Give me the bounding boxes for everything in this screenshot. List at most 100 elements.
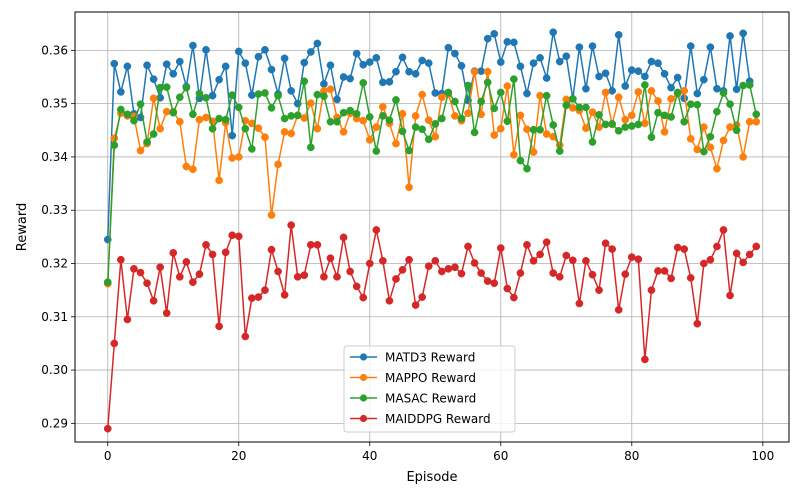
legend-label: MASAC Reward bbox=[385, 392, 476, 406]
data-point bbox=[234, 153, 243, 161]
data-point bbox=[752, 242, 761, 251]
data-point bbox=[621, 82, 630, 90]
data-point bbox=[627, 122, 636, 130]
data-point bbox=[503, 284, 512, 293]
data-point bbox=[523, 89, 531, 98]
data-point bbox=[713, 242, 721, 251]
legend-item: MAIDDPG Reward bbox=[350, 412, 491, 426]
data-point bbox=[641, 119, 649, 128]
data-point bbox=[588, 108, 597, 117]
data-point bbox=[359, 60, 368, 69]
data-point bbox=[424, 116, 433, 125]
legend-box bbox=[343, 345, 516, 433]
data-point bbox=[306, 99, 315, 107]
data-point bbox=[398, 53, 407, 62]
data-point bbox=[333, 117, 341, 126]
data-point bbox=[117, 88, 125, 96]
data-point bbox=[745, 117, 754, 126]
legend-label: MAIDDPG Reward bbox=[385, 412, 491, 426]
data-point bbox=[536, 250, 544, 259]
data-point bbox=[162, 309, 171, 317]
data-point bbox=[713, 84, 721, 93]
data-point bbox=[686, 100, 695, 109]
legend-item: MASAC Reward bbox=[350, 392, 476, 406]
data-point bbox=[300, 271, 309, 280]
data-point bbox=[667, 113, 675, 121]
data-point bbox=[208, 91, 217, 100]
data-point bbox=[477, 97, 485, 106]
data-point bbox=[451, 97, 459, 106]
data-point bbox=[752, 110, 761, 119]
data-point bbox=[582, 84, 590, 93]
data-point bbox=[732, 249, 741, 258]
data-point bbox=[431, 132, 440, 141]
y-tick-label: 0.32 bbox=[41, 256, 68, 270]
data-point bbox=[745, 81, 754, 89]
data-point bbox=[372, 147, 381, 155]
data-point bbox=[313, 124, 322, 133]
data-point bbox=[726, 100, 734, 109]
data-point bbox=[621, 270, 630, 279]
data-point bbox=[490, 29, 499, 38]
data-point bbox=[732, 85, 741, 94]
data-point bbox=[169, 248, 178, 257]
data-point bbox=[673, 88, 682, 97]
data-point bbox=[117, 105, 125, 114]
data-point bbox=[451, 112, 459, 120]
x-tick-label: 20 bbox=[231, 449, 246, 463]
series-line bbox=[107, 224, 757, 429]
data-point bbox=[287, 129, 296, 138]
data-point bbox=[483, 78, 492, 87]
data-point bbox=[339, 73, 348, 81]
data-point bbox=[418, 56, 427, 65]
data-point bbox=[306, 48, 315, 56]
data-point bbox=[136, 268, 145, 277]
y-axis-label: Reward bbox=[15, 203, 30, 251]
data-point bbox=[123, 315, 132, 324]
data-point bbox=[241, 332, 250, 341]
data-point bbox=[162, 60, 171, 69]
data-point bbox=[385, 296, 394, 305]
data-point bbox=[228, 91, 237, 99]
data-point bbox=[542, 91, 551, 100]
data-point bbox=[614, 306, 623, 314]
data-point bbox=[228, 231, 237, 240]
data-point bbox=[470, 128, 479, 137]
data-point bbox=[582, 256, 590, 265]
data-point bbox=[483, 67, 492, 76]
data-point bbox=[221, 62, 230, 71]
data-point bbox=[280, 114, 289, 123]
data-point bbox=[333, 272, 341, 281]
data-point bbox=[339, 128, 348, 136]
data-point bbox=[254, 90, 263, 98]
data-point bbox=[293, 272, 302, 281]
data-point bbox=[516, 269, 525, 277]
x-axis-ticks: 0 20 40 60 80 100 bbox=[104, 442, 774, 463]
data-point bbox=[103, 424, 112, 433]
data-point bbox=[726, 32, 734, 40]
data-point bbox=[693, 145, 702, 154]
data-point bbox=[405, 183, 413, 192]
data-point bbox=[175, 272, 184, 281]
data-point bbox=[261, 133, 269, 142]
data-point bbox=[483, 34, 492, 43]
data-point bbox=[529, 148, 538, 156]
data-point bbox=[123, 62, 132, 71]
data-point bbox=[221, 248, 230, 257]
data-point bbox=[313, 39, 322, 48]
data-point bbox=[110, 134, 119, 143]
data-point bbox=[621, 123, 630, 131]
data-point bbox=[673, 243, 682, 252]
data-point bbox=[326, 254, 335, 263]
data-point bbox=[162, 83, 171, 91]
x-tick-label: 100 bbox=[751, 449, 774, 463]
x-tick-label: 80 bbox=[624, 449, 639, 463]
series-maiddpg-reward bbox=[103, 221, 761, 433]
data-point bbox=[156, 263, 165, 272]
series-matd3-reward bbox=[103, 28, 754, 244]
data-point bbox=[175, 117, 184, 126]
series-lines bbox=[103, 28, 761, 433]
data-point bbox=[549, 121, 558, 129]
